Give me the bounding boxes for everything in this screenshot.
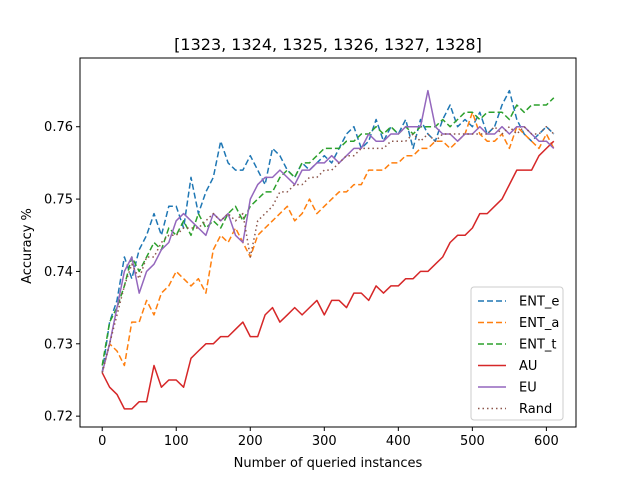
x-tick-label: 500 bbox=[460, 434, 485, 449]
series-line-au bbox=[101, 140, 555, 410]
legend-label: EU bbox=[519, 381, 537, 396]
x-tick-label: 0 bbox=[98, 434, 106, 449]
series-line-ent-e bbox=[101, 89, 555, 373]
series-line-eu bbox=[101, 89, 555, 373]
legend-label: AU bbox=[519, 359, 537, 374]
y-tick-label: 0.73 bbox=[44, 337, 73, 352]
chart-title: [1323, 1324, 1325, 1326, 1327, 1328] bbox=[174, 35, 482, 54]
x-axis-ticks: 0 100 200 300 400 500 600 bbox=[98, 427, 559, 449]
series-line-ent-a bbox=[101, 111, 555, 373]
series-line-ent-t bbox=[101, 97, 555, 366]
x-tick-label: 300 bbox=[312, 434, 337, 449]
y-tick-label: 0.76 bbox=[44, 120, 73, 135]
y-tick-label: 0.72 bbox=[44, 410, 73, 425]
y-tick-label: 0.75 bbox=[44, 193, 73, 208]
x-tick-label: 400 bbox=[386, 434, 411, 449]
x-axis-title: Number of queried instances bbox=[234, 456, 423, 471]
legend-label: Rand bbox=[519, 402, 552, 417]
y-axis-ticks: 0.72 0.73 0.74 0.75 0.76 bbox=[44, 120, 80, 425]
legend-label: ENT_e bbox=[519, 295, 559, 310]
legend-label: ENT_t bbox=[519, 338, 556, 353]
y-tick-label: 0.74 bbox=[44, 265, 73, 280]
series-line-rand bbox=[101, 125, 555, 373]
plot-lines bbox=[101, 89, 555, 410]
x-tick-label: 100 bbox=[164, 434, 189, 449]
x-tick-label: 600 bbox=[534, 434, 559, 449]
plot-frame bbox=[79, 57, 577, 428]
x-tick-label: 200 bbox=[238, 434, 263, 449]
legend: ENT_e ENT_a ENT_t AU EU Rand bbox=[470, 286, 564, 421]
y-axis-title: Accuracy % bbox=[20, 208, 35, 284]
legend-label: ENT_a bbox=[519, 316, 559, 331]
